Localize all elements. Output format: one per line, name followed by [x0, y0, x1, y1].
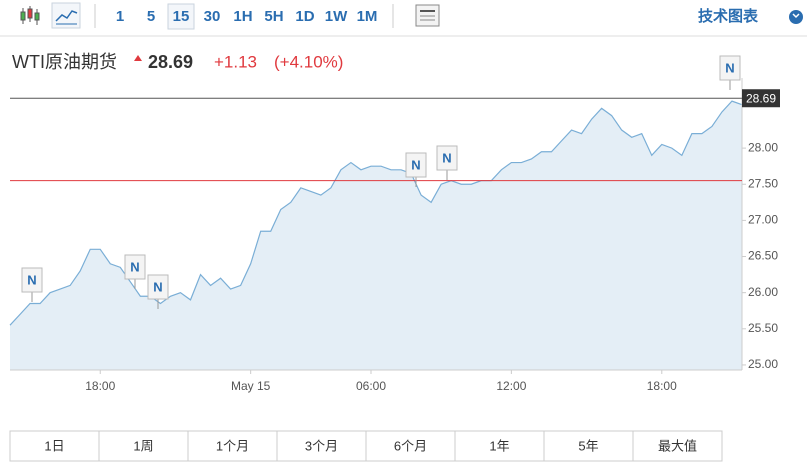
- interval-button[interactable]: 1D: [295, 8, 314, 25]
- news-marker-label: N: [153, 279, 162, 294]
- interval-button[interactable]: 1: [116, 8, 124, 25]
- last-price-tag: [742, 89, 780, 108]
- price: 28.69: [148, 52, 193, 72]
- interval-button[interactable]: 1W: [325, 8, 348, 25]
- header: WTI原油期货 28.69 +1.13 (+4.10%): [12, 52, 343, 72]
- news-marker[interactable]: [124, 254, 146, 280]
- interval-button[interactable]: 5H: [264, 8, 283, 25]
- y-tick-label: 27.00: [748, 213, 778, 227]
- x-tick-label: 18:00: [85, 379, 115, 393]
- news-marker[interactable]: [719, 55, 741, 81]
- instrument-name: WTI原油期货: [12, 52, 117, 72]
- range-button-label: 6个月: [394, 438, 427, 453]
- range-button[interactable]: [632, 430, 723, 462]
- last-price-label: 28.69: [746, 91, 776, 105]
- range-button[interactable]: [9, 430, 100, 462]
- interval-button[interactable]: 30: [204, 8, 221, 25]
- news-marker-label: N: [442, 150, 451, 165]
- y-tick-label: 26.50: [748, 249, 778, 263]
- range-button-label: 最大值: [658, 438, 697, 453]
- y-tick-label: 27.50: [748, 176, 778, 190]
- toolbar: 技术图表: [0, 2, 807, 37]
- y-tick-label: 25.00: [748, 357, 778, 371]
- interval-button[interactable]: 1H: [233, 8, 252, 25]
- news-marker-label: N: [130, 259, 139, 274]
- range-button[interactable]: [187, 430, 278, 462]
- y-tick-label: 25.50: [748, 321, 778, 335]
- tech-chart-link[interactable]: 技术图表: [698, 7, 759, 25]
- area-fill: [10, 101, 742, 370]
- news-marker-label: N: [27, 272, 36, 287]
- active-interval-box: [167, 3, 195, 30]
- x-tick-label: 18:00: [647, 379, 677, 393]
- news-marker-label: N: [725, 60, 734, 75]
- range-button-label: 3个月: [305, 438, 338, 453]
- x-tick-label: 06:00: [356, 379, 386, 393]
- x-tick-label: 12:00: [496, 379, 526, 393]
- range-button-label: 5年: [578, 438, 598, 453]
- range-button[interactable]: [365, 430, 456, 462]
- range-button-label: 1个月: [216, 438, 249, 453]
- news-marker[interactable]: [405, 152, 427, 178]
- range-button[interactable]: [276, 430, 367, 462]
- change-pct: (+4.10%): [274, 52, 343, 71]
- tech-chart-icon[interactable]: [789, 10, 803, 24]
- change: +1.13: [214, 52, 257, 71]
- range-button-label: 1周: [133, 438, 153, 453]
- up-arrow: [134, 55, 142, 61]
- range-button[interactable]: [98, 430, 189, 462]
- y-tick-label: 26.00: [748, 285, 778, 299]
- price-line: [9, 100, 743, 326]
- interval-button[interactable]: 1M: [357, 8, 378, 25]
- interval-button[interactable]: 15: [173, 8, 190, 25]
- news-marker[interactable]: [21, 267, 43, 293]
- line-icon[interactable]: [51, 2, 81, 29]
- x-tick-label: May 15: [231, 379, 271, 393]
- news-marker-label: N: [411, 157, 420, 172]
- candle-icon[interactable]: [20, 6, 40, 25]
- table-icon[interactable]: [415, 4, 440, 27]
- range-button-label: 1日: [44, 438, 64, 453]
- news-marker[interactable]: [147, 274, 169, 300]
- interval-button[interactable]: 5: [147, 8, 155, 25]
- range-button-label: 1年: [489, 438, 509, 453]
- y-tick-label: 28.00: [748, 140, 778, 154]
- news-marker[interactable]: [436, 145, 458, 171]
